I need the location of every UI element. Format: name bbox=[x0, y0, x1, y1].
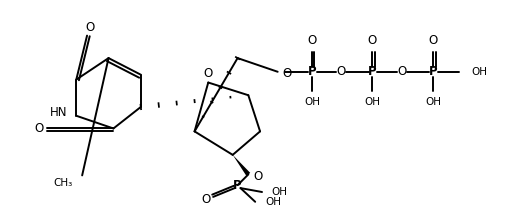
Text: HN: HN bbox=[50, 106, 67, 119]
Text: OH: OH bbox=[471, 67, 487, 77]
Text: O: O bbox=[368, 34, 377, 47]
Text: O: O bbox=[397, 65, 407, 78]
Text: OH: OH bbox=[265, 197, 281, 207]
Text: P: P bbox=[308, 65, 316, 78]
Text: P: P bbox=[368, 65, 377, 78]
Text: O: O bbox=[85, 21, 95, 34]
Text: OH: OH bbox=[272, 187, 288, 197]
Text: P: P bbox=[233, 179, 242, 192]
Polygon shape bbox=[232, 155, 250, 176]
Text: O: O bbox=[429, 34, 438, 47]
Text: O: O bbox=[282, 67, 292, 80]
Text: OH: OH bbox=[304, 97, 320, 107]
Text: O: O bbox=[307, 34, 317, 47]
Text: OH: OH bbox=[425, 97, 441, 107]
Text: OH: OH bbox=[365, 97, 380, 107]
Text: CH₃: CH₃ bbox=[53, 178, 73, 188]
Text: O: O bbox=[204, 67, 213, 80]
Text: O: O bbox=[337, 65, 346, 78]
Text: O: O bbox=[201, 193, 211, 206]
Text: P: P bbox=[429, 65, 438, 78]
Text: O: O bbox=[35, 122, 44, 135]
Text: O: O bbox=[253, 170, 262, 183]
